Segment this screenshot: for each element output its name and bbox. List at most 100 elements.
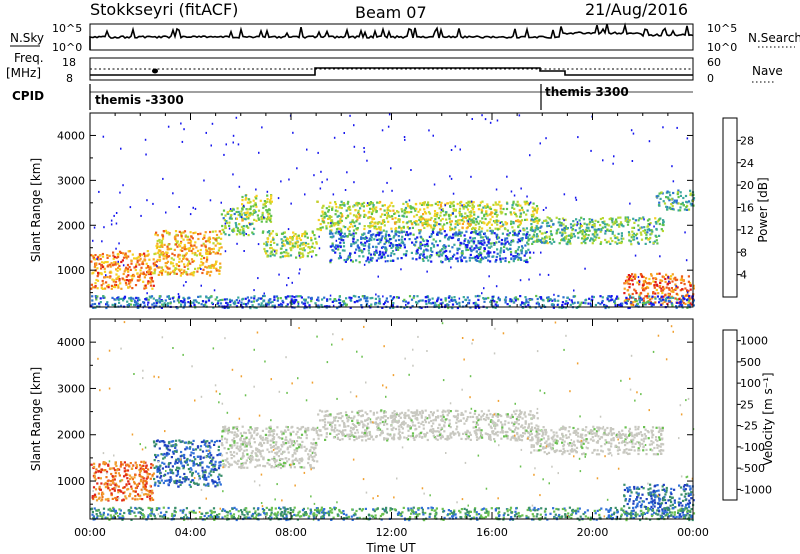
power-pixel <box>166 267 170 270</box>
velocity-pixel <box>233 434 236 437</box>
power-pixel <box>157 251 160 254</box>
power-speckle-pixel <box>363 263 366 266</box>
power-pixel <box>282 239 285 242</box>
velocity-pixel <box>155 440 158 443</box>
power-pixel <box>419 299 422 302</box>
power-speckle-pixel <box>257 277 259 280</box>
power-pixel <box>504 259 507 263</box>
power-pixel <box>419 241 422 244</box>
velocity-pixel <box>186 463 189 466</box>
power-pixel <box>490 245 493 248</box>
power-pixel <box>239 228 242 231</box>
velocity-pixel <box>214 480 217 483</box>
power-pixel <box>307 242 310 246</box>
power-pixel <box>397 296 400 299</box>
power-pixel <box>137 275 140 278</box>
velocity-pixel <box>151 473 154 477</box>
power-pixel <box>153 270 156 273</box>
power-pixel <box>569 242 572 245</box>
power-pixel <box>262 206 265 209</box>
power-speckle-pixel <box>540 251 542 254</box>
power-pixel <box>686 204 689 207</box>
power-pixel <box>433 210 437 213</box>
power-pixel <box>91 303 94 306</box>
power-pixel <box>499 260 502 263</box>
power-pixel <box>400 227 403 230</box>
power-pixel <box>286 242 290 245</box>
power-pixel <box>368 230 371 233</box>
power-pixel <box>410 210 413 214</box>
power-pixel <box>158 258 162 261</box>
power-pixel <box>403 209 406 212</box>
power-pixel <box>374 235 377 238</box>
power-pixel <box>102 296 105 299</box>
velocity-pixel <box>205 445 208 448</box>
power-pixel <box>130 274 133 278</box>
power-pixel <box>625 217 629 220</box>
power-pixel <box>379 241 382 244</box>
power-pixel <box>187 260 191 263</box>
power-pixel <box>418 232 421 235</box>
velocity-pixel <box>172 452 175 455</box>
power-region-8 <box>655 189 696 212</box>
power-speckle-pixel <box>452 212 454 215</box>
power-pixel <box>667 287 670 290</box>
power-pixel <box>188 305 191 308</box>
power-pixel <box>591 220 594 223</box>
velocity-pixel <box>133 480 136 484</box>
power-pixel <box>219 299 222 302</box>
power-pixel <box>480 230 483 233</box>
power-pixel <box>529 298 532 301</box>
power-pixel <box>495 210 498 213</box>
power-pixel <box>462 242 466 245</box>
power-pixel <box>417 300 420 303</box>
power-pixel <box>572 302 575 305</box>
power-pixel <box>684 287 687 290</box>
power-pixel <box>249 211 252 215</box>
power-pixel <box>581 237 584 240</box>
power-pixel <box>236 229 239 232</box>
power-pixel <box>487 253 490 256</box>
power-pixel <box>551 238 554 241</box>
power-pixel <box>245 305 248 308</box>
power-pixel <box>390 246 393 249</box>
power-pixel <box>661 279 664 282</box>
power-pixel <box>166 303 169 306</box>
velocity-pixel <box>204 469 207 472</box>
power-pixel <box>340 200 343 203</box>
power-pixel <box>639 231 642 234</box>
power-pixel <box>449 204 452 208</box>
power-pixel <box>524 218 527 221</box>
power-pixel <box>447 304 450 307</box>
power-pixel <box>517 246 520 249</box>
power-pixel <box>173 272 176 275</box>
power-pixel <box>316 200 319 203</box>
power-pixel <box>202 268 205 271</box>
power-pixel <box>642 280 645 283</box>
power-pixel <box>652 292 655 295</box>
power-pixel <box>614 220 617 223</box>
power-speckle-pixel <box>182 284 185 287</box>
velocity-pixel <box>174 446 177 449</box>
power-pixel <box>414 220 417 223</box>
power-pixel <box>515 203 518 206</box>
power-pixel <box>118 250 122 253</box>
power-pixel <box>441 225 444 228</box>
power-pixel <box>679 303 682 306</box>
power-pixel <box>532 218 535 222</box>
power-pixel <box>585 226 588 229</box>
power-pixel <box>98 302 101 305</box>
power-pixel <box>377 222 380 225</box>
power-pixel <box>391 297 395 300</box>
power-pixel <box>573 223 576 226</box>
velocity-pixel <box>153 459 156 462</box>
power-pixel <box>349 221 352 224</box>
power-speckle-pixel <box>353 181 355 184</box>
power-pixel <box>242 225 245 228</box>
power-pixel <box>279 256 282 259</box>
power-pixel <box>495 215 498 218</box>
power-pixel <box>430 260 433 263</box>
power-pixel <box>290 248 293 251</box>
power-pixel <box>551 303 554 306</box>
power-pixel <box>570 234 573 238</box>
